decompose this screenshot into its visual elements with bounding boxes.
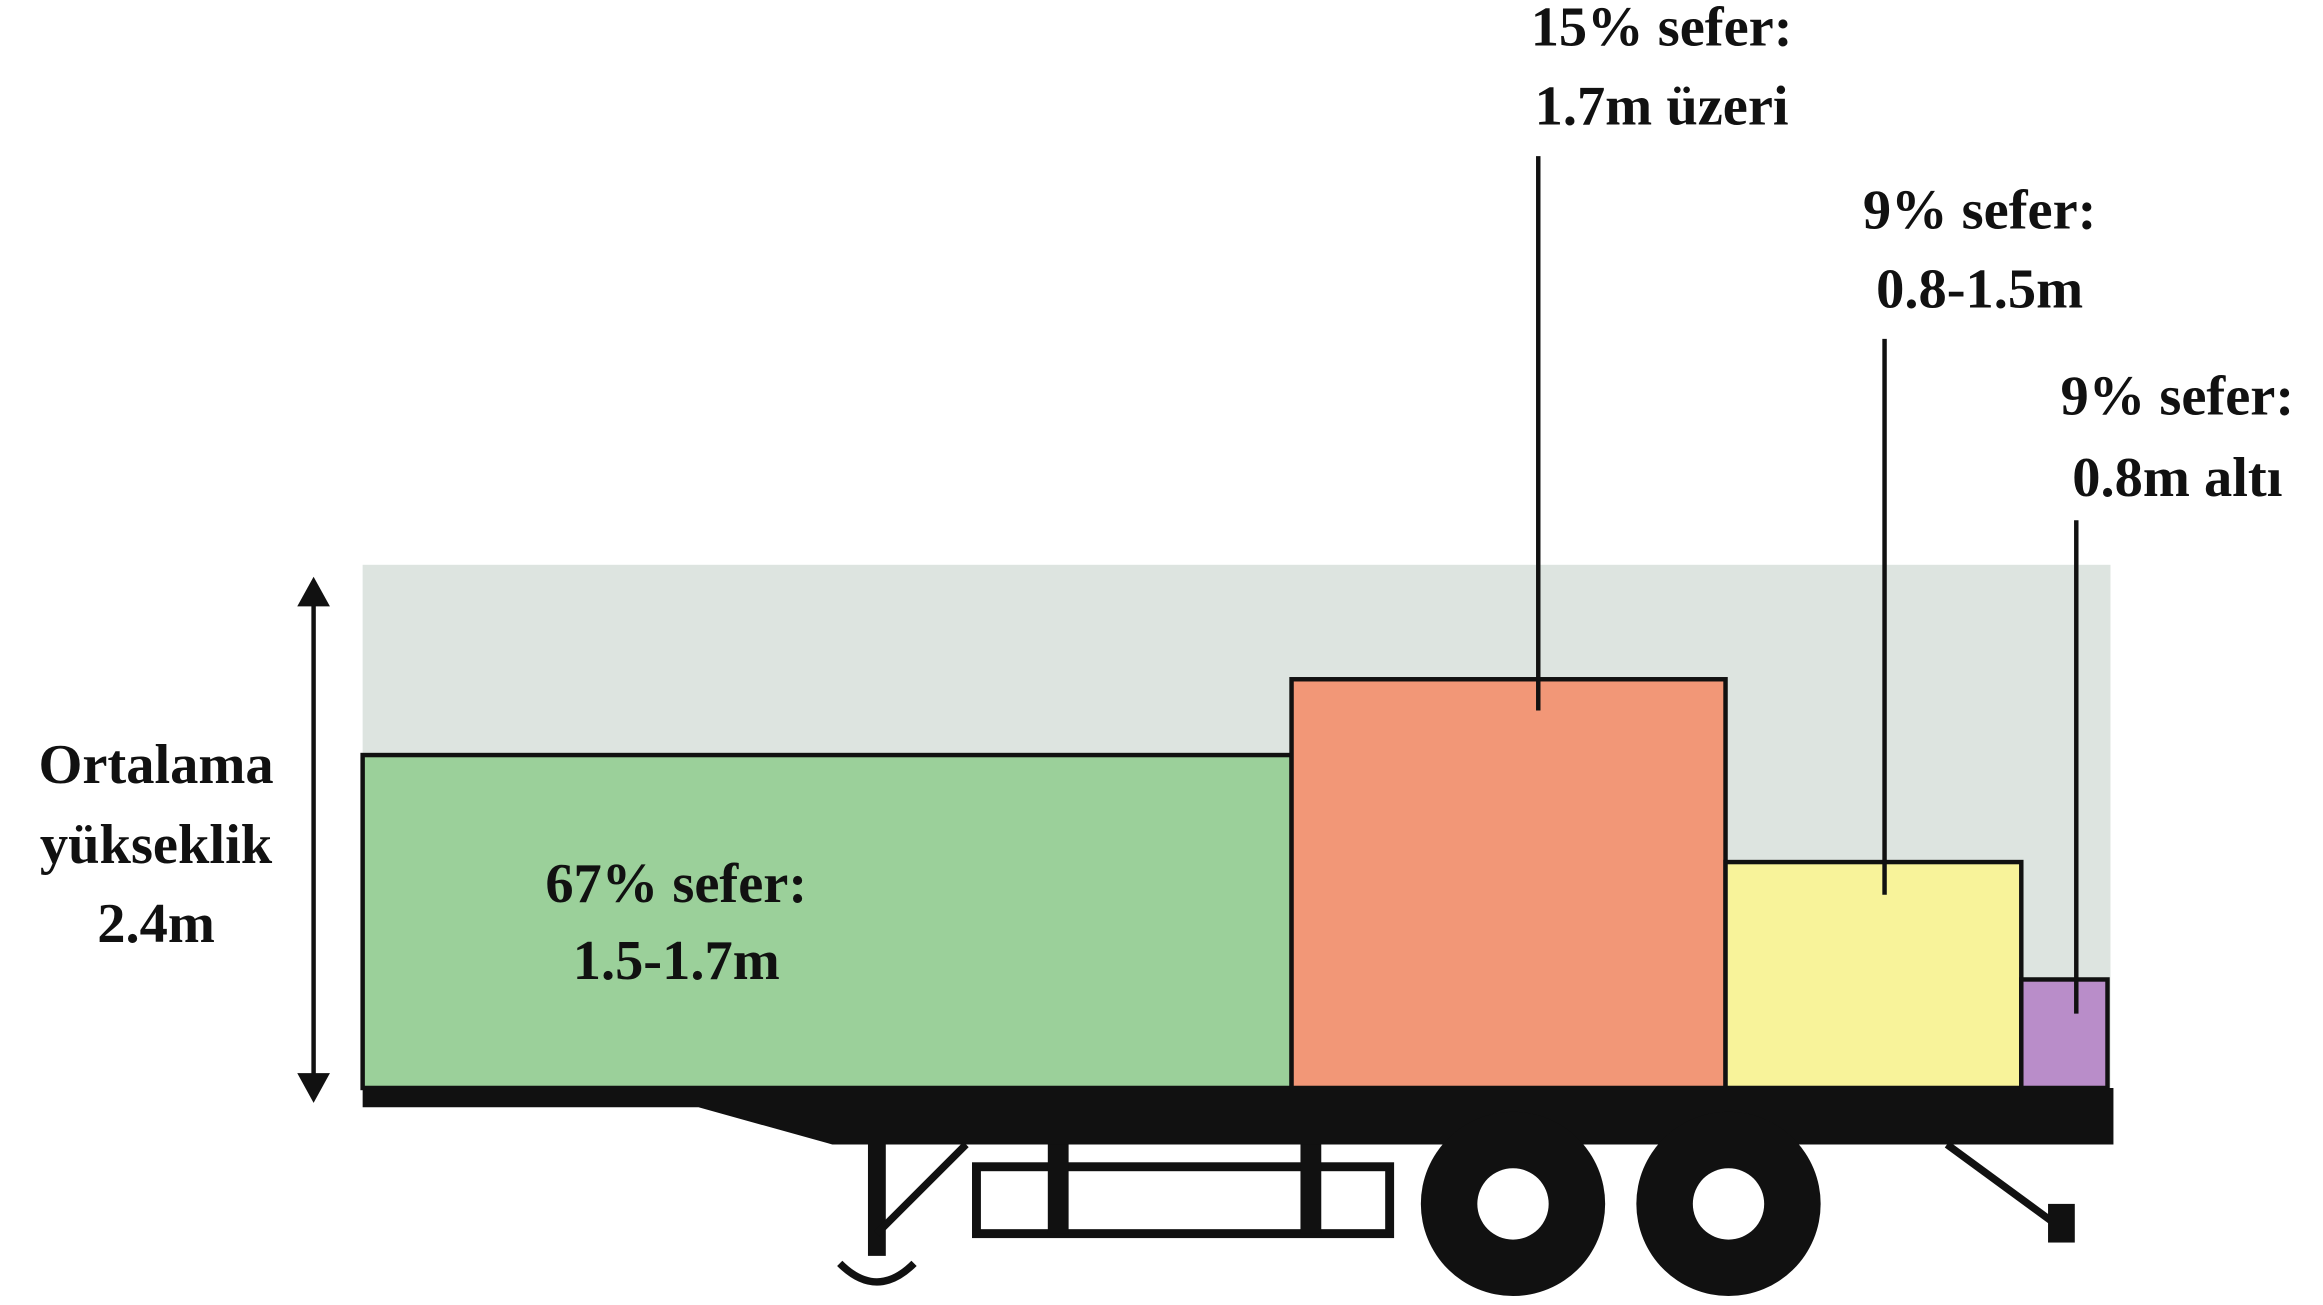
arrow-head [297, 1073, 330, 1103]
rear-brace [1947, 1144, 2058, 1226]
body: {"side_label": {"lines": ["Ortalama", "y… [0, 0, 2323, 1305]
segment-label: 15% sefer: [1531, 0, 1793, 59]
arrow-head [297, 577, 330, 607]
segment-orange [1292, 679, 1726, 1088]
frame [976, 1167, 1389, 1234]
segment-purple [2021, 979, 2107, 1087]
segment-label: 9% sefer: [2061, 365, 2295, 427]
side-label: yükseklik [40, 814, 273, 876]
trailer [363, 1088, 2114, 1296]
height-arrow [297, 577, 330, 1103]
diagram: Ortalama yükseklik 2.4m 67% sefer: 1.5-1… [0, 0, 2323, 1305]
segment-label: 1.7m üzeri [1535, 75, 1789, 137]
segment-green [363, 755, 1292, 1088]
frame-post [1048, 1144, 1069, 1233]
wheel-hub [1693, 1168, 1764, 1239]
leg-brace [877, 1144, 966, 1233]
segment-label: 0.8-1.5m [1876, 258, 2083, 320]
segment-label: 0.8m altı [2072, 447, 2282, 509]
trailer-deck [363, 1088, 2114, 1144]
page: html, body { margin: 0; padding: 0; back… [0, 0, 2323, 1305]
segment-yellow [1726, 862, 2022, 1088]
frame-post [1300, 1144, 1321, 1233]
segment-label: 1.5-1.7m [573, 930, 780, 992]
side-label: 2.4m [97, 893, 215, 955]
side-label: Ortalama [38, 734, 273, 796]
rear-bumper [2048, 1204, 2075, 1243]
leg-foot [840, 1263, 914, 1282]
segment-label: 67% sefer: [545, 853, 807, 915]
segment-label: 9% sefer: [1863, 179, 2097, 241]
wheel-hub [1477, 1168, 1548, 1239]
